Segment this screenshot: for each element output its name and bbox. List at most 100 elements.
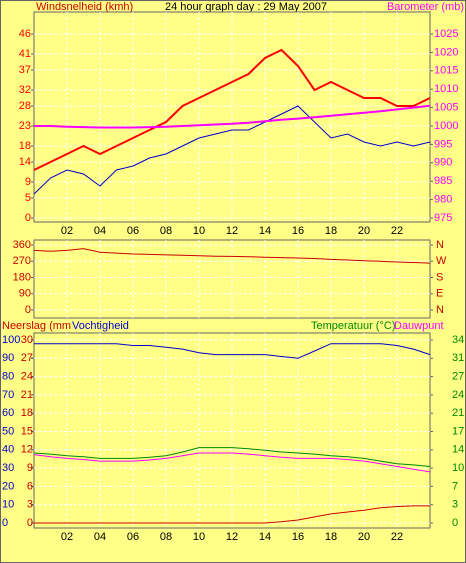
- y-tick-label: 90: [19, 288, 31, 300]
- x-tick-label: 22: [391, 225, 403, 237]
- x-tick-label: 04: [94, 531, 106, 543]
- y3-tick-label: 30: [2, 462, 14, 474]
- y2-tick-label: 1005: [434, 102, 458, 114]
- data-line: [34, 104, 431, 129]
- x-tick-label: 12: [226, 531, 238, 543]
- y2-tick-label: 995: [434, 138, 452, 150]
- y-tick-label: 14: [19, 156, 31, 168]
- y-tick-label: 9: [27, 462, 33, 474]
- chart-title: 24 hour graph day : 29 May 2007: [165, 1, 327, 13]
- legend-entry: Dauwpunt: [394, 320, 444, 332]
- x-tick-label: 08: [160, 225, 172, 237]
- y2-tick-label: 985: [434, 175, 452, 187]
- y-tick-label: 0: [27, 517, 33, 529]
- y3-tick-label: 70: [2, 389, 14, 401]
- x-tick-label: 02: [61, 531, 73, 543]
- y2-tick-label: 14: [452, 444, 464, 456]
- y-tick-label: 360: [13, 239, 31, 251]
- x-tick-label: 16: [292, 225, 304, 237]
- y-tick-label: 5: [25, 192, 31, 204]
- x-tick-label: 22: [391, 531, 403, 543]
- y3-tick-label: 40: [2, 444, 14, 456]
- y2-tick-label: S: [436, 271, 443, 283]
- y-tick-label: 23: [19, 120, 31, 132]
- y2-tick-label: 1015: [434, 65, 458, 77]
- x-tick-label: 14: [259, 531, 271, 543]
- y3-tick-label: 80: [2, 371, 14, 383]
- legend-entry: Neerslag (mm: [2, 320, 71, 332]
- y-tick-label: 30: [21, 334, 33, 346]
- y3-tick-label: 10: [2, 499, 14, 511]
- y2-tick-label: 7: [452, 480, 458, 492]
- y3-tick-label: 90: [2, 352, 14, 364]
- y-tick-label: 18: [21, 407, 33, 419]
- data-line: [34, 343, 431, 359]
- y2-tick-label: 980: [434, 194, 452, 206]
- y-tick-label: 12: [21, 444, 33, 456]
- y3-tick-label: 0: [2, 517, 8, 529]
- data-line: [33, 48, 431, 171]
- y2-tick-label: 31: [452, 352, 464, 364]
- y-tick-label: 21: [21, 389, 33, 401]
- y2-tick-label: 24: [452, 389, 464, 401]
- y2-tick-label: 1020: [434, 46, 458, 58]
- x-tick-label: 08: [160, 531, 172, 543]
- y-tick-label: 15: [21, 425, 33, 437]
- x-tick-label: 06: [127, 531, 139, 543]
- x-tick-label: 18: [325, 225, 337, 237]
- y-tick-label: 270: [13, 255, 31, 267]
- y-tick-label: 180: [13, 271, 31, 283]
- x-tick-label: 10: [193, 531, 205, 543]
- y-tick-label: 24: [21, 371, 33, 383]
- x-tick-label: 20: [358, 225, 370, 237]
- x-tick-label: 06: [127, 225, 139, 237]
- y2-tick-label: 1025: [434, 28, 458, 40]
- y2-tick-label: N: [436, 239, 444, 251]
- y2-tick-label: 1000: [434, 120, 458, 132]
- y2-tick-label: 975: [434, 212, 452, 224]
- data-line: [34, 505, 430, 524]
- y3-tick-label: 100: [2, 334, 20, 346]
- y-tick-label: 32: [19, 84, 31, 96]
- x-tick-label: 02: [61, 225, 73, 237]
- y-tick-label: 18: [19, 140, 31, 152]
- y2-tick-label: 1010: [434, 83, 458, 95]
- y-tick-label: 46: [19, 28, 31, 40]
- x-tick-label: 10: [193, 225, 205, 237]
- y2-tick-label: E: [436, 288, 443, 300]
- legend-entry: Vochtigheid: [72, 320, 129, 332]
- x-tick-label: 14: [259, 225, 271, 237]
- y-tick-label: 9: [25, 176, 31, 188]
- y-tick-label: 37: [19, 64, 31, 76]
- x-tick-label: 04: [94, 225, 106, 237]
- y2-tick-label: N: [436, 304, 444, 316]
- y3-tick-label: 50: [2, 425, 14, 437]
- y2-tick-label: 27: [452, 371, 464, 383]
- data-line: [33, 105, 431, 195]
- y-tick-label: 6: [27, 480, 33, 492]
- x-tick-label: 12: [226, 225, 238, 237]
- y2-tick-label: W: [436, 255, 447, 267]
- y-tick-label: 41: [19, 48, 31, 60]
- data-line: [33, 452, 431, 473]
- x-tick-label: 20: [358, 531, 370, 543]
- x-tick-label: 16: [292, 531, 304, 543]
- y2-axis-label: Barometer (mb): [387, 1, 464, 13]
- y-tick-label: 0: [25, 212, 31, 224]
- data-line: [33, 447, 431, 467]
- y2-tick-label: 990: [434, 157, 452, 169]
- y2-tick-label: 10: [452, 462, 464, 474]
- y2-tick-label: 3: [452, 499, 458, 511]
- y-axis-label: Windsnelheid (kmh): [36, 1, 133, 13]
- y2-tick-label: 0: [452, 517, 458, 529]
- y2-tick-label: 21: [452, 407, 464, 419]
- x-tick-label: 18: [325, 531, 337, 543]
- y-tick-label: 27: [21, 352, 33, 364]
- y2-tick-label: 34: [452, 334, 464, 346]
- y-tick-label: 28: [19, 100, 31, 112]
- y3-tick-label: 20: [2, 480, 14, 492]
- y-tick-label: 3: [27, 499, 33, 511]
- y3-tick-label: 60: [2, 407, 14, 419]
- data-line: [33, 248, 431, 264]
